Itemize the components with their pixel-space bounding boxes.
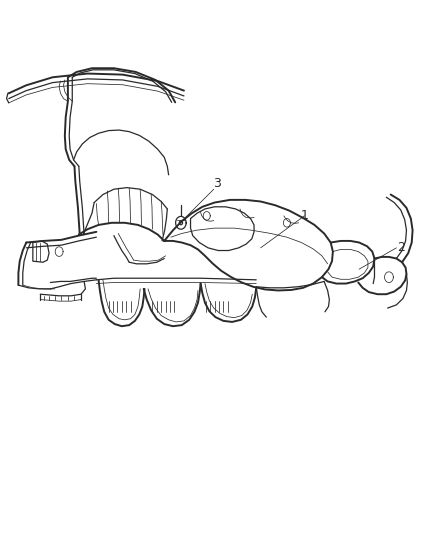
Text: 3: 3	[213, 177, 221, 190]
Text: 2: 2	[397, 241, 405, 254]
Text: 1: 1	[300, 209, 308, 222]
